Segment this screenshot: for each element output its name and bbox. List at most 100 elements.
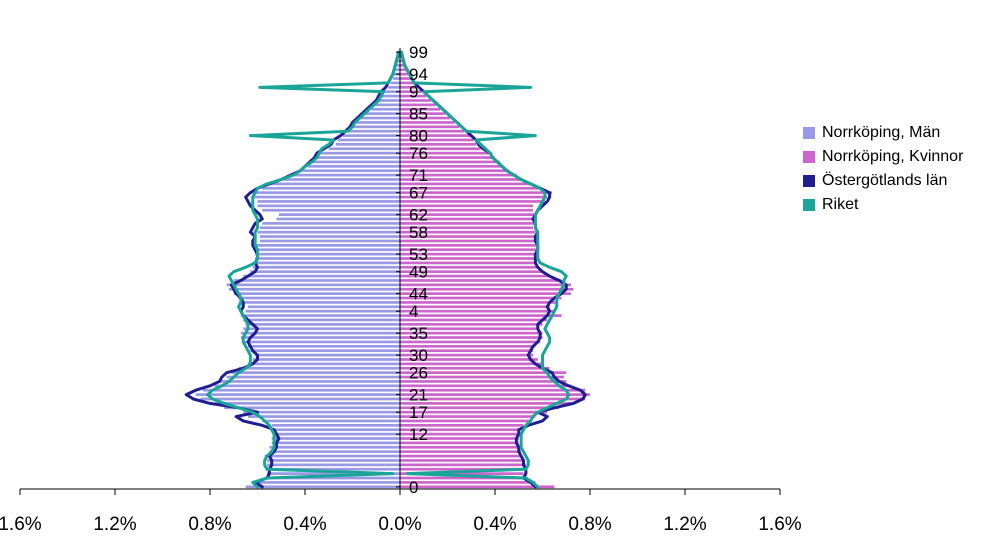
bar-female-age-80	[400, 134, 472, 137]
bar-female-age-46	[400, 283, 571, 287]
bar-female-age-87	[400, 103, 436, 107]
bar-male-age-47	[233, 279, 400, 282]
bar-male-age-41	[248, 305, 400, 309]
bar-female-age-49	[400, 270, 543, 274]
bar-male-age-37	[245, 323, 401, 326]
bar-male-age-12	[274, 432, 401, 436]
bar-female-age-15	[400, 419, 531, 423]
bar-male-age-73	[307, 164, 401, 168]
bar-female-age-95	[400, 68, 408, 72]
bar-male-age-81	[347, 129, 400, 133]
bar-male-age-20	[200, 397, 400, 401]
bar-male-age-85	[364, 112, 401, 116]
bar-male-age-3	[267, 472, 400, 475]
bar-female-age-64	[400, 204, 533, 208]
bar-female-age-56	[400, 239, 536, 243]
bar-female-age-82	[400, 125, 460, 129]
bar-female-age-32	[400, 344, 536, 348]
age-label-90: 9	[409, 83, 418, 102]
bar-female-age-37	[400, 323, 543, 326]
bar-male-age-93	[392, 77, 401, 80]
bar-female-age-43	[400, 296, 562, 300]
bar-male-age-34	[240, 336, 401, 339]
bar-male-age-65	[257, 200, 400, 203]
line-ostergotlands-lan-left	[184, 50, 401, 489]
bar-female-age-48	[400, 274, 550, 278]
bar-male-age-22	[202, 388, 401, 392]
bar-female-age-19	[400, 402, 571, 405]
legend-label: Norrköping, Män	[822, 124, 941, 141]
bar-male-age-26	[231, 371, 401, 375]
bar-male-age-19	[214, 402, 400, 405]
bar-female-age-60	[400, 222, 536, 225]
bar-male-age-84	[359, 116, 401, 120]
bar-female-age-11	[400, 437, 519, 440]
bar-male-age-30	[255, 353, 401, 357]
bar-female-age-18	[400, 406, 560, 410]
bar-female-age-23	[400, 384, 571, 388]
bar-male-age-40	[245, 309, 401, 313]
bar-male-age-59	[259, 226, 401, 230]
bar-male-age-42	[243, 301, 400, 304]
bar-female-age-74	[400, 160, 500, 164]
bar-male-age-4	[267, 467, 400, 471]
bar-female-age-3	[400, 472, 524, 475]
bar-female-age-40	[400, 309, 555, 313]
bar-female-age-17	[400, 410, 548, 414]
bar-male-age-57	[259, 235, 401, 238]
age-label-0: 0	[409, 478, 418, 497]
bar-female-age-75	[400, 156, 495, 159]
bar-female-age-31	[400, 349, 533, 353]
bar-male-age-6	[267, 459, 400, 462]
bar-female-age-69	[400, 182, 531, 186]
age-label-67: 67	[409, 184, 428, 203]
bar-male-age-86	[371, 107, 400, 111]
bar-female-age-50	[400, 265, 538, 269]
bar-female-age-28	[400, 362, 543, 366]
bar-male-age-24	[219, 380, 400, 383]
legend-item-norrkoping-man[interactable]: Norrköping, Män	[803, 121, 963, 145]
bar-male-age-29	[252, 358, 400, 361]
bar-male-age-32	[248, 344, 400, 348]
bar-male-age-11	[271, 437, 400, 440]
legend-item-ostergotlands-lan[interactable]: Östergötlands län	[803, 169, 963, 193]
bar-female-age-55	[400, 243, 538, 247]
legend: Norrköping, Män Norrköping, Kvinnor Öste…	[803, 121, 963, 217]
bar-female-age-41	[400, 305, 550, 309]
age-label-53: 53	[409, 245, 428, 264]
bar-male-age-43	[238, 296, 400, 300]
bar-male-age-55	[255, 243, 401, 247]
bar-male-age-33	[243, 340, 400, 344]
age-label-71: 71	[409, 166, 428, 185]
age-label-21: 21	[409, 386, 428, 405]
bar-male-age-8	[269, 450, 401, 454]
bar-male-age-21	[195, 393, 400, 396]
bar-male-age-90	[383, 90, 401, 94]
x-tick-label: 0.0%	[378, 514, 421, 535]
legend-item-riket[interactable]: Riket	[803, 193, 963, 217]
bar-female-age-5	[400, 463, 526, 467]
legend-label: Riket	[822, 196, 859, 213]
bar-female-age-12	[400, 432, 519, 436]
bar-female-age-71	[400, 173, 517, 177]
bar-female-age-72	[400, 169, 510, 173]
lines-layer	[184, 50, 587, 489]
legend-swatch-norrkoping-man	[803, 127, 815, 139]
bar-male-age-38	[243, 318, 400, 322]
age-label-44: 44	[409, 285, 428, 304]
bar-female-age-13	[400, 428, 519, 432]
age-label-76: 76	[409, 144, 428, 163]
bar-male-age-44	[233, 292, 400, 295]
legend-item-norrkoping-kvinnor[interactable]: Norrköping, Kvinnor	[803, 145, 963, 169]
bar-male-age-74	[312, 160, 401, 164]
bar-male-age-45	[229, 287, 400, 291]
x-tick-label: 1.2%	[93, 514, 136, 535]
bar-male-age-51	[252, 261, 400, 265]
age-label-26: 26	[409, 364, 428, 383]
bar-male-age-31	[250, 349, 401, 353]
bar-male-age-79	[338, 138, 400, 142]
bar-female-age-85	[400, 112, 446, 116]
bar-male-age-52	[255, 257, 401, 260]
bar-male-age-89	[381, 94, 400, 98]
bar-female-age-68	[400, 186, 543, 190]
